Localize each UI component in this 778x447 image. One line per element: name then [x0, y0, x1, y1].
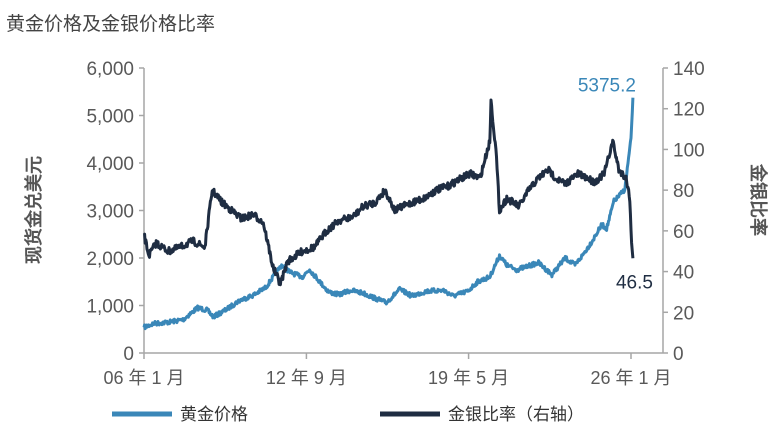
y-tick-label: 3,000 — [86, 202, 134, 223]
y2-tick-label: 120 — [673, 100, 705, 121]
y2-axis-label: 金银比率 — [748, 163, 769, 236]
y2-tick-label: 0 — [673, 344, 684, 365]
y2-tick-label: 100 — [673, 140, 705, 161]
y-tick-label: 0 — [123, 344, 134, 365]
legend: 黄金价格 金银比率（右轴） — [112, 405, 584, 424]
gold-silver-ratio-line — [142, 98, 635, 287]
legend-label-gold: 黄金价格 — [180, 405, 248, 424]
y-tick-label: 5,000 — [86, 107, 134, 128]
y-tick-label: 2,000 — [86, 249, 134, 270]
x-tick-label: 12 年 9 月 — [266, 368, 347, 388]
y2-tick-label: 140 — [673, 59, 705, 80]
legend-label-ratio: 金银比率（右轴） — [448, 405, 584, 424]
ratio-end-label: 46.5 — [616, 272, 653, 293]
x-tick-label: 19 年 5 月 — [428, 368, 509, 388]
y2-tick-label: 20 — [673, 303, 694, 324]
y-axis-label: 现货金兑美元 — [23, 156, 44, 264]
chart-title: 黄金价格及金银价格比率 — [6, 13, 215, 35]
y2-tick-label: 80 — [673, 181, 694, 202]
gold-price-line — [142, 97, 635, 331]
y2-tick-label: 60 — [673, 222, 694, 243]
x-tick-label: 06 年 1 月 — [103, 368, 184, 388]
y-tick-label: 1,000 — [86, 297, 134, 318]
x-tick-label: 26 年 1 月 — [590, 368, 671, 388]
y2-tick-label: 40 — [673, 263, 694, 284]
y-tick-label: 6,000 — [86, 59, 134, 80]
gold-end-label: 5375.2 — [578, 76, 636, 97]
y-tick-label: 4,000 — [86, 154, 134, 175]
